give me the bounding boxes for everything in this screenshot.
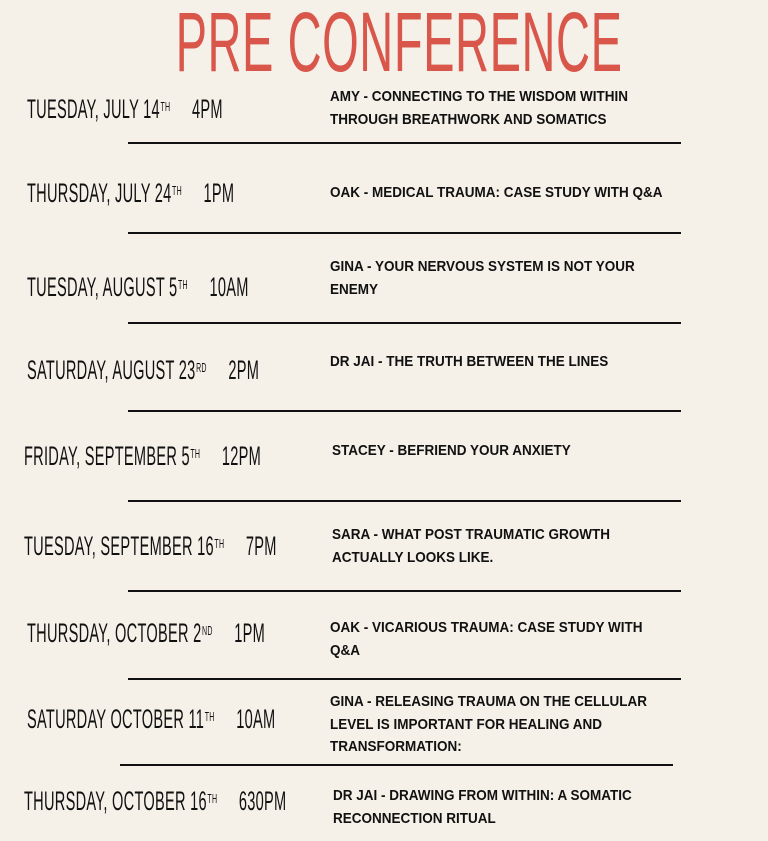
session-time: 4PM bbox=[191, 94, 223, 124]
session-time: 10AM bbox=[236, 704, 276, 734]
session-date: THURSDAY, OCTOBER 2ND 1PM bbox=[27, 618, 265, 648]
session-day-suffix: RD bbox=[196, 360, 207, 375]
session-day-suffix: TH bbox=[207, 791, 218, 806]
session-day-suffix: TH bbox=[177, 277, 188, 292]
divider bbox=[128, 232, 681, 234]
session-description: OAK - MEDICAL TRAUMA: CASE STUDY WITH Q&… bbox=[330, 184, 663, 201]
session-time: 2PM bbox=[228, 355, 260, 385]
session-day-suffix: TH bbox=[214, 536, 225, 551]
session-day: FRIDAY, SEPTEMBER 5 bbox=[24, 441, 190, 471]
session-date: SATURDAY OCTOBER 11TH 10AM bbox=[27, 704, 275, 734]
session-day: TUESDAY, JULY 14 bbox=[27, 94, 160, 124]
session-time: 630PM bbox=[238, 786, 287, 816]
session-day-suffix: TH bbox=[204, 709, 215, 724]
divider bbox=[128, 322, 681, 324]
divider bbox=[128, 500, 681, 502]
session-time: 10AM bbox=[209, 272, 249, 302]
session-day: SATURDAY, AUGUST 23 bbox=[27, 355, 196, 385]
session-description: GINA - YOUR NERVOUS SYSTEM IS NOT YOUR E… bbox=[330, 258, 635, 298]
session-day-suffix: TH bbox=[160, 99, 171, 114]
session-date: TUESDAY, AUGUST 5TH 10AM bbox=[27, 272, 249, 302]
session-day: SATURDAY OCTOBER 11 bbox=[27, 704, 205, 734]
session-date: FRIDAY, SEPTEMBER 5TH 12PM bbox=[24, 441, 261, 471]
page-title: PRE CONFERENCE bbox=[0, 0, 768, 91]
divider bbox=[128, 410, 681, 412]
page-title-text: PRE CONFERENCE bbox=[175, 0, 623, 89]
session-day: TUESDAY, SEPTEMBER 16 bbox=[24, 531, 214, 561]
session-description: SARA - WHAT POST TRAUMATIC GROWTH ACTUAL… bbox=[332, 526, 610, 566]
session-description: STACEY - BEFRIEND YOUR ANXIETY bbox=[332, 442, 571, 459]
session-time: 1PM bbox=[203, 178, 235, 208]
divider bbox=[128, 142, 681, 144]
session-description: GINA - RELEASING TRAUMA ON THE CELLULAR … bbox=[330, 693, 647, 755]
session-description: AMY - CONNECTING TO THE WISDOM WITHIN TH… bbox=[330, 88, 628, 128]
session-description: DR JAI - DRAWING FROM WITHIN: A SOMATIC … bbox=[333, 787, 632, 827]
session-date: THURSDAY, JULY 24TH 1PM bbox=[27, 178, 234, 208]
session-time: 7PM bbox=[245, 531, 277, 561]
session-date: TUESDAY, SEPTEMBER 16TH 7PM bbox=[24, 531, 277, 561]
session-description: DR JAI - THE TRUTH BETWEEN THE LINES bbox=[330, 353, 609, 370]
divider bbox=[128, 590, 681, 592]
session-time: 1PM bbox=[234, 618, 266, 648]
session-day-suffix: TH bbox=[190, 446, 201, 461]
divider bbox=[128, 678, 681, 680]
session-day: THURSDAY, JULY 24 bbox=[27, 178, 172, 208]
session-description: OAK - VICARIOUS TRAUMA: CASE STUDY WITH … bbox=[330, 619, 643, 659]
divider bbox=[120, 764, 673, 766]
session-date: TUESDAY, JULY 14TH 4PM bbox=[27, 94, 223, 124]
session-day: THURSDAY, OCTOBER 2 bbox=[27, 618, 202, 648]
session-date: SATURDAY, AUGUST 23RD 2PM bbox=[27, 355, 259, 385]
session-day-suffix: TH bbox=[172, 183, 182, 198]
session-time: 12PM bbox=[221, 441, 262, 471]
session-day: THURSDAY, OCTOBER 16 bbox=[24, 786, 207, 816]
session-date: THURSDAY, OCTOBER 16TH 630PM bbox=[24, 786, 286, 816]
session-day: TUESDAY, AUGUST 5 bbox=[27, 272, 178, 302]
session-day-suffix: ND bbox=[202, 623, 213, 638]
